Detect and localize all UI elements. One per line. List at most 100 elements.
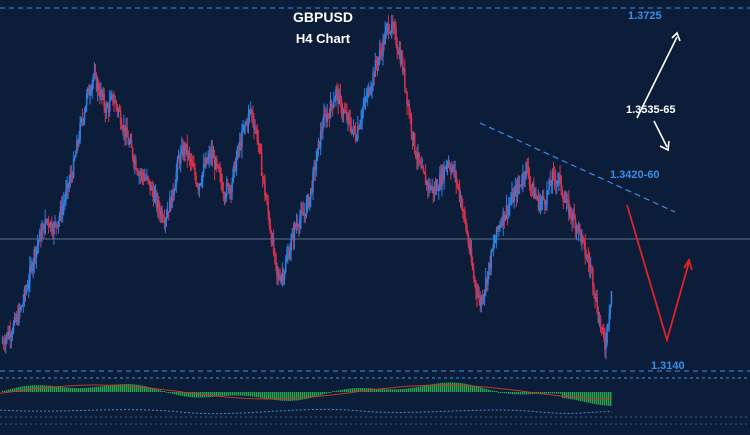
candle-body bbox=[191, 162, 194, 167]
oscillator-bar bbox=[524, 392, 526, 395]
oscillator-bar bbox=[552, 392, 554, 394]
candle-body bbox=[167, 211, 170, 213]
candle-body bbox=[387, 23, 390, 32]
oscillator-bar bbox=[516, 392, 518, 395]
candle-body bbox=[353, 125, 356, 132]
candle-body bbox=[199, 183, 202, 185]
candle-body bbox=[574, 218, 577, 230]
oscillator-bar bbox=[134, 384, 136, 392]
oscillator-bar bbox=[142, 385, 144, 392]
candle-body bbox=[341, 112, 344, 115]
oscillator-bar bbox=[434, 383, 436, 392]
candle-body bbox=[566, 198, 569, 201]
candle-body bbox=[593, 286, 595, 294]
candle-body bbox=[600, 327, 603, 329]
candle-body bbox=[121, 128, 124, 131]
oscillator-bar bbox=[314, 392, 316, 397]
candle-body bbox=[209, 153, 212, 159]
candle-body bbox=[480, 297, 483, 307]
oscillator-bar bbox=[562, 392, 564, 398]
candle-body bbox=[595, 297, 597, 300]
oscillator-bar bbox=[24, 386, 26, 392]
oscillator-bar bbox=[220, 392, 222, 397]
candle-body bbox=[569, 207, 571, 216]
oscillator-bar bbox=[302, 392, 304, 400]
candle-body bbox=[428, 182, 430, 189]
oscillator-bar bbox=[334, 391, 336, 392]
candle-body bbox=[488, 262, 490, 272]
candle-body bbox=[326, 113, 329, 123]
candle-body bbox=[590, 266, 593, 269]
up-arrow-head bbox=[671, 31, 681, 42]
oscillator-bar bbox=[42, 385, 44, 392]
candle-body bbox=[58, 216, 61, 221]
candle-body bbox=[324, 114, 326, 116]
oscillator-bar bbox=[500, 392, 502, 393]
oscillator-bar bbox=[580, 392, 582, 402]
candlestick-series bbox=[1, 14, 613, 360]
candle-body bbox=[48, 224, 51, 228]
oscillator-bar bbox=[362, 388, 364, 392]
oscillator-bar bbox=[136, 384, 138, 392]
oscillator-bar bbox=[378, 388, 380, 392]
oscillator-bar bbox=[102, 386, 104, 392]
candle-body bbox=[171, 189, 173, 208]
candle-body bbox=[563, 201, 566, 203]
candle-body bbox=[113, 101, 115, 103]
candle-body bbox=[128, 142, 131, 145]
candle-body bbox=[154, 193, 157, 195]
candle-body bbox=[247, 113, 250, 126]
oscillator-bar bbox=[186, 392, 188, 397]
candle-body bbox=[46, 219, 49, 222]
candle-body bbox=[273, 253, 276, 255]
oscillator-bar bbox=[152, 388, 154, 392]
candle-body bbox=[514, 187, 517, 193]
oscillator-bar bbox=[14, 388, 16, 392]
candle-body bbox=[61, 205, 64, 216]
candle-body bbox=[283, 271, 286, 280]
oscillator-bar bbox=[484, 388, 486, 392]
oscillator-bar bbox=[148, 386, 150, 392]
oscillator-bar bbox=[130, 384, 132, 392]
candle-body bbox=[327, 113, 330, 115]
candle-body bbox=[193, 166, 195, 168]
oscillator-bar bbox=[18, 387, 20, 392]
candle-body bbox=[277, 274, 279, 276]
candle-body bbox=[300, 211, 302, 220]
oscillator-bar bbox=[566, 392, 568, 399]
candle-body bbox=[553, 172, 556, 180]
candle-body bbox=[417, 152, 419, 160]
oscillator-histogram bbox=[0, 382, 613, 406]
candle-body bbox=[194, 167, 196, 177]
oscillator-bar bbox=[182, 392, 184, 397]
candle-body bbox=[390, 22, 393, 32]
oscillator-bar bbox=[226, 392, 228, 396]
candle-body bbox=[500, 222, 502, 226]
candle-body bbox=[263, 177, 265, 181]
candle-body bbox=[526, 161, 529, 167]
candle-body bbox=[284, 261, 287, 272]
candle-body bbox=[511, 192, 513, 202]
candle-body bbox=[538, 196, 541, 211]
candle-body bbox=[607, 324, 609, 327]
oscillator-bar bbox=[576, 392, 578, 401]
candle-body bbox=[504, 215, 507, 221]
candle-body bbox=[108, 100, 111, 112]
candle-body bbox=[184, 145, 186, 152]
oscillator-bar bbox=[28, 385, 30, 392]
candle-body bbox=[148, 179, 150, 181]
candle-body bbox=[153, 194, 156, 202]
oscillator-bar bbox=[158, 389, 160, 392]
candle-body bbox=[439, 175, 441, 191]
candle-body bbox=[20, 306, 22, 310]
oscillator-bar bbox=[522, 392, 524, 395]
candle-body bbox=[453, 165, 455, 174]
candle-body bbox=[53, 224, 55, 235]
candle-body bbox=[548, 180, 550, 191]
oscillator-bar bbox=[296, 392, 298, 401]
oscillator-bar bbox=[184, 392, 186, 397]
candle-body bbox=[421, 167, 424, 169]
candle-body bbox=[156, 200, 159, 208]
candle-body bbox=[139, 173, 142, 175]
